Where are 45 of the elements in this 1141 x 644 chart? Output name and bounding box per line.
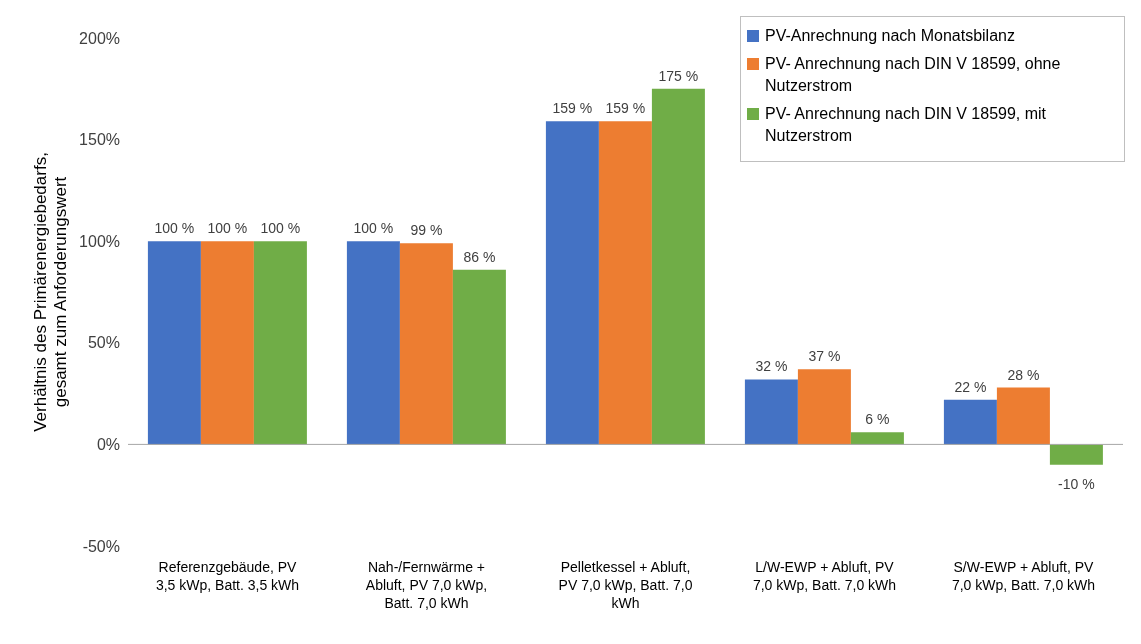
y-axis-title: Verhältnis des Primärenergiebedarfs, gesamt zum Anforderungswert [31, 152, 70, 432]
bar [744, 379, 798, 445]
bar [346, 241, 400, 445]
y-tick-label: 150% [79, 131, 120, 149]
data-label: 100 % [353, 220, 394, 237]
bar [943, 399, 997, 445]
y-tick-label: 100% [79, 232, 120, 250]
bar [147, 241, 201, 445]
x-tick-label: L/W-EWP + Abluft, PV 7,0 kWp, Batt. 7,0 kWh [752, 559, 897, 593]
data-label: -10 % [1058, 475, 1095, 492]
y-tick-label: 0% [96, 436, 120, 454]
bar [598, 121, 652, 445]
data-label: 32 % [755, 358, 788, 375]
data-label: 159 % [552, 100, 593, 117]
data-label: 99 % [410, 222, 443, 239]
y-tick-label: 200% [79, 29, 120, 47]
bar [1049, 444, 1103, 465]
x-tick-label: Nah-/Fernwärme + Abluft, PV 7,0 kWp, Batt. 7,0 kWh [365, 559, 488, 611]
legend-label: PV-Anrechnung nach Monatsbilanz [765, 26, 1015, 46]
x-tick-label: Pelletkessel + Abluft, PV 7,0 kWp, Batt. 7,0 kWh [558, 559, 693, 611]
bar [452, 269, 506, 445]
data-label: 6 % [865, 411, 890, 428]
bar [545, 121, 599, 445]
x-tick-label: Referenzgebäude, PV 3,5 kWp, Batt. 3,5 kWh [155, 559, 300, 593]
data-label: 159 % [605, 100, 646, 117]
legend-label: PV- Anrechnung nach DIN V 18599, mit Nutzerstrom [765, 104, 1048, 146]
legend-label: PV- Anrechnung nach DIN V 18599, ohne Nutzerstrom [765, 54, 1062, 96]
bar [253, 241, 307, 445]
bar [200, 241, 254, 445]
data-label: 100 % [260, 220, 301, 237]
bar [850, 432, 904, 445]
x-tick-label: S/W-EWP + Abluft, PV 7,0 kWp, Batt. 7,0 kWh [951, 559, 1096, 593]
data-label: 100 % [207, 220, 248, 237]
data-label: 28 % [1007, 366, 1040, 383]
bar [399, 243, 453, 445]
y-tick-label: -50% [82, 537, 120, 555]
data-label: 100 % [154, 220, 195, 237]
data-label: 175 % [658, 67, 699, 84]
data-label: 37 % [808, 348, 841, 365]
bar [651, 88, 705, 445]
data-label: 86 % [463, 248, 496, 265]
data-label: 22 % [954, 378, 987, 395]
bar [797, 369, 851, 445]
bar [996, 387, 1050, 445]
y-tick-label: 50% [87, 334, 120, 352]
